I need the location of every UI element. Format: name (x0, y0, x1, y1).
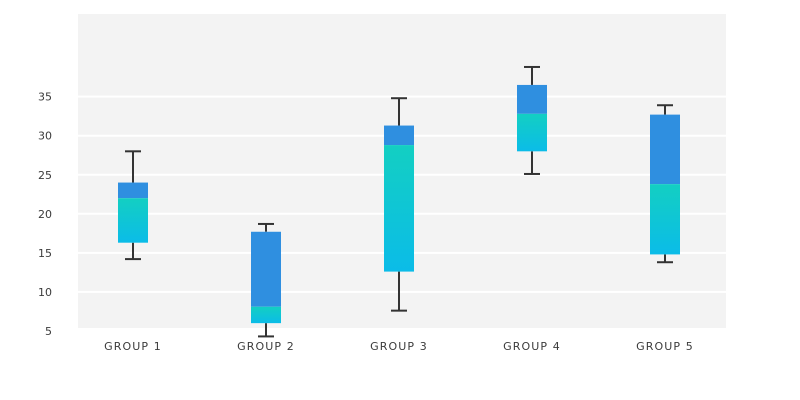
x-tick-label: GROUP 3 (370, 340, 428, 353)
y-axis: 5 10 15 20 25 30 35 (38, 91, 52, 338)
box-2 (251, 222, 281, 338)
x-tick-label: GROUP 1 (104, 340, 162, 353)
lower-box (384, 145, 414, 272)
box-1 (118, 150, 148, 261)
box-5 (650, 104, 680, 264)
y-tick-label: 15 (38, 247, 52, 260)
upper-box (517, 84, 547, 114)
y-tick-label: 25 (38, 169, 52, 182)
x-axis: GROUP 1 GROUP 2 GROUP 3 GROUP 4 GROUP 5 (104, 340, 694, 353)
upper-box (251, 231, 281, 307)
lower-box (517, 113, 547, 152)
y-tick-label: 5 (45, 325, 52, 338)
x-tick-label: GROUP 5 (636, 340, 694, 353)
boxes (118, 65, 680, 338)
y-tick-label: 35 (38, 91, 52, 104)
lower-box (650, 184, 680, 255)
lower-box (251, 306, 281, 324)
box-3 (384, 97, 414, 312)
lower-box (118, 198, 148, 243)
upper-box (384, 125, 414, 146)
y-tick-label: 10 (38, 286, 52, 299)
y-tick-label: 20 (38, 208, 52, 221)
upper-box (118, 182, 148, 199)
x-tick-label: GROUP 2 (237, 340, 295, 353)
y-tick-label: 30 (38, 130, 52, 143)
upper-box (650, 114, 680, 185)
box-4 (517, 65, 547, 175)
x-tick-label: GROUP 4 (503, 340, 561, 353)
